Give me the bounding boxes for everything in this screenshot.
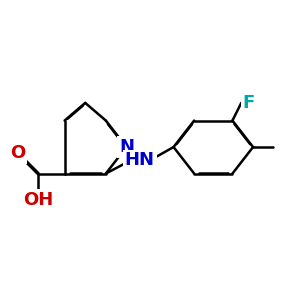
Text: F: F bbox=[242, 94, 255, 112]
Text: O: O bbox=[10, 144, 25, 162]
Text: OH: OH bbox=[23, 191, 53, 209]
Text: N: N bbox=[119, 138, 134, 156]
Text: HN: HN bbox=[125, 151, 155, 169]
